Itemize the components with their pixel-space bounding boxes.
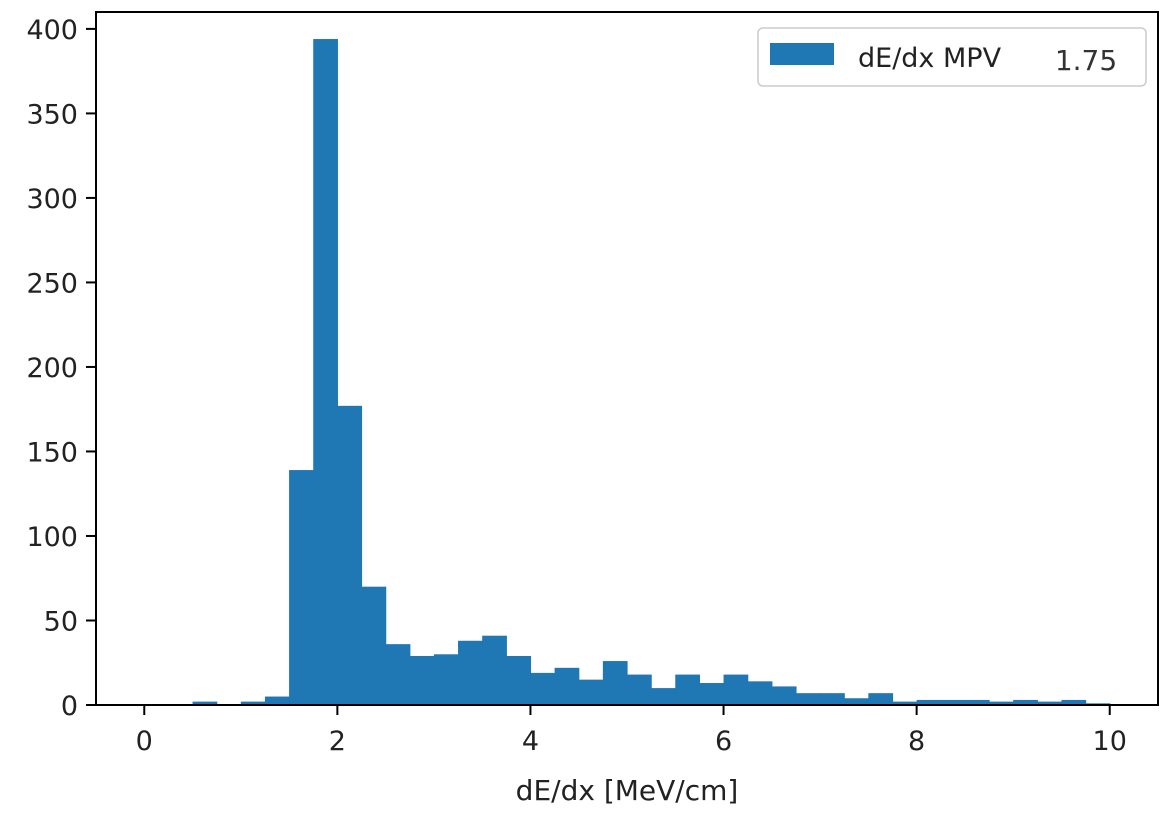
histogram-bar xyxy=(409,655,435,705)
histogram-bar xyxy=(892,701,918,705)
histogram-bar xyxy=(1013,699,1038,705)
x-tick-label: 2 xyxy=(329,726,346,757)
y-tick-label: 200 xyxy=(26,353,78,384)
x-tick-label: 10 xyxy=(1093,726,1127,757)
histogram-bar xyxy=(675,674,701,705)
histogram-bar xyxy=(385,644,411,705)
x-tick-label: 0 xyxy=(136,726,153,757)
y-tick-label: 150 xyxy=(26,437,78,468)
y-tick-label: 250 xyxy=(26,268,78,299)
y-tick-label: 100 xyxy=(26,522,78,553)
histogram-bar xyxy=(264,696,290,705)
bars-layer xyxy=(192,39,1111,706)
histogram-bar xyxy=(361,586,387,705)
histogram-bar xyxy=(554,667,580,705)
histogram-bar xyxy=(795,693,821,705)
histogram-bar xyxy=(844,698,869,705)
histogram-bar xyxy=(916,699,942,705)
histogram-bar xyxy=(723,674,749,705)
legend: dE/dx MPV 1.75 xyxy=(757,27,1147,87)
histogram-bar xyxy=(1061,699,1087,705)
x-axis-label: dE/dx [MeV/cm] xyxy=(516,774,739,807)
x-tick-label: 6 xyxy=(715,726,732,757)
histogram-bar xyxy=(313,39,338,706)
y-tick-label: 300 xyxy=(26,184,78,215)
histogram-bar xyxy=(433,654,459,705)
x-axis: 0 2 4 6 8 10 xyxy=(136,705,1127,757)
legend-label: dE/dx MPV xyxy=(858,43,1002,74)
x-tick-label: 8 xyxy=(908,726,925,757)
histogram-bar xyxy=(651,688,676,705)
histogram-bar xyxy=(989,701,1014,705)
histogram-bar xyxy=(482,635,507,705)
histogram-bar xyxy=(868,693,894,705)
histogram-bar xyxy=(699,683,725,705)
histogram-bar xyxy=(627,674,652,705)
histogram-bar xyxy=(747,681,773,705)
plot-frame xyxy=(95,11,1159,706)
histogram-bar xyxy=(602,661,628,705)
y-tick-label: 50 xyxy=(44,606,78,637)
histogram-bar xyxy=(771,686,797,705)
histogram-bar xyxy=(964,699,990,705)
y-tick-label: 350 xyxy=(26,99,78,130)
histogram-bar xyxy=(289,470,314,705)
y-tick-label: 400 xyxy=(26,15,78,46)
histogram-bar xyxy=(337,405,363,705)
legend-value: 1.75 xyxy=(1055,44,1117,77)
histogram-bar xyxy=(192,701,218,705)
histogram-bar xyxy=(820,693,845,705)
histogram-bar xyxy=(240,701,266,705)
histogram-bar xyxy=(1037,701,1063,705)
histogram-bar xyxy=(940,699,966,705)
legend-value-box xyxy=(1038,32,1135,84)
y-axis: 0 50 100 150 200 250 300 350 400 xyxy=(26,15,96,722)
x-tick-label: 4 xyxy=(522,726,539,757)
y-tick-label: 0 xyxy=(61,691,78,722)
histogram-bar xyxy=(458,640,483,705)
legend-swatch xyxy=(770,43,834,65)
histogram-bar xyxy=(530,672,556,705)
histogram-bar xyxy=(578,679,604,705)
histogram-bar xyxy=(506,655,532,705)
